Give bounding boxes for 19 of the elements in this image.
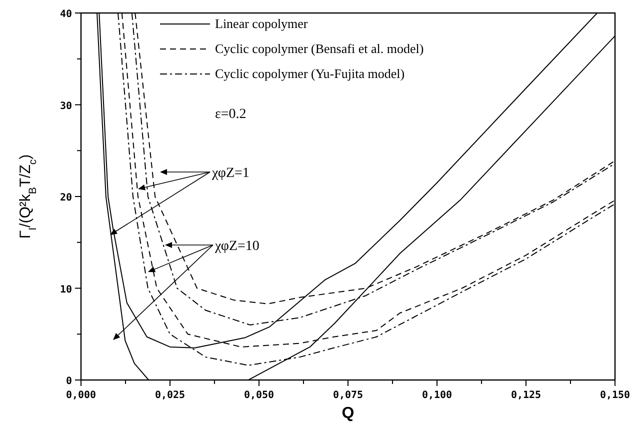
- y-tick-label: 0: [66, 376, 72, 387]
- legend-label: Linear copolymer: [215, 16, 308, 31]
- x-tick-label: 0,075: [332, 390, 364, 401]
- annotation: ε=0.2: [215, 107, 246, 122]
- x-tick-label: 0,150: [600, 390, 630, 401]
- x-tick-label: 0,125: [510, 390, 542, 401]
- x-tick-label: 0,050: [244, 390, 274, 401]
- x-tick-label: 0,100: [422, 390, 452, 401]
- y-tick-label: 20: [60, 192, 72, 204]
- x-axis-title: Q: [342, 405, 354, 422]
- legend-label: Cyclic copolymer (Yu-Fujita model): [215, 66, 405, 81]
- y-tick-label: 10: [60, 284, 72, 296]
- legend-label: Cyclic copolymer (Bensafi et al. model): [215, 41, 424, 56]
- annotation: χφZ=1: [211, 166, 250, 181]
- y-tick-label: 30: [60, 100, 72, 112]
- annotation: χφZ=10: [214, 239, 260, 254]
- x-tick-label: 0,000: [66, 390, 96, 401]
- y-tick-label: 40: [60, 9, 72, 20]
- x-tick-label: 0,025: [154, 390, 186, 401]
